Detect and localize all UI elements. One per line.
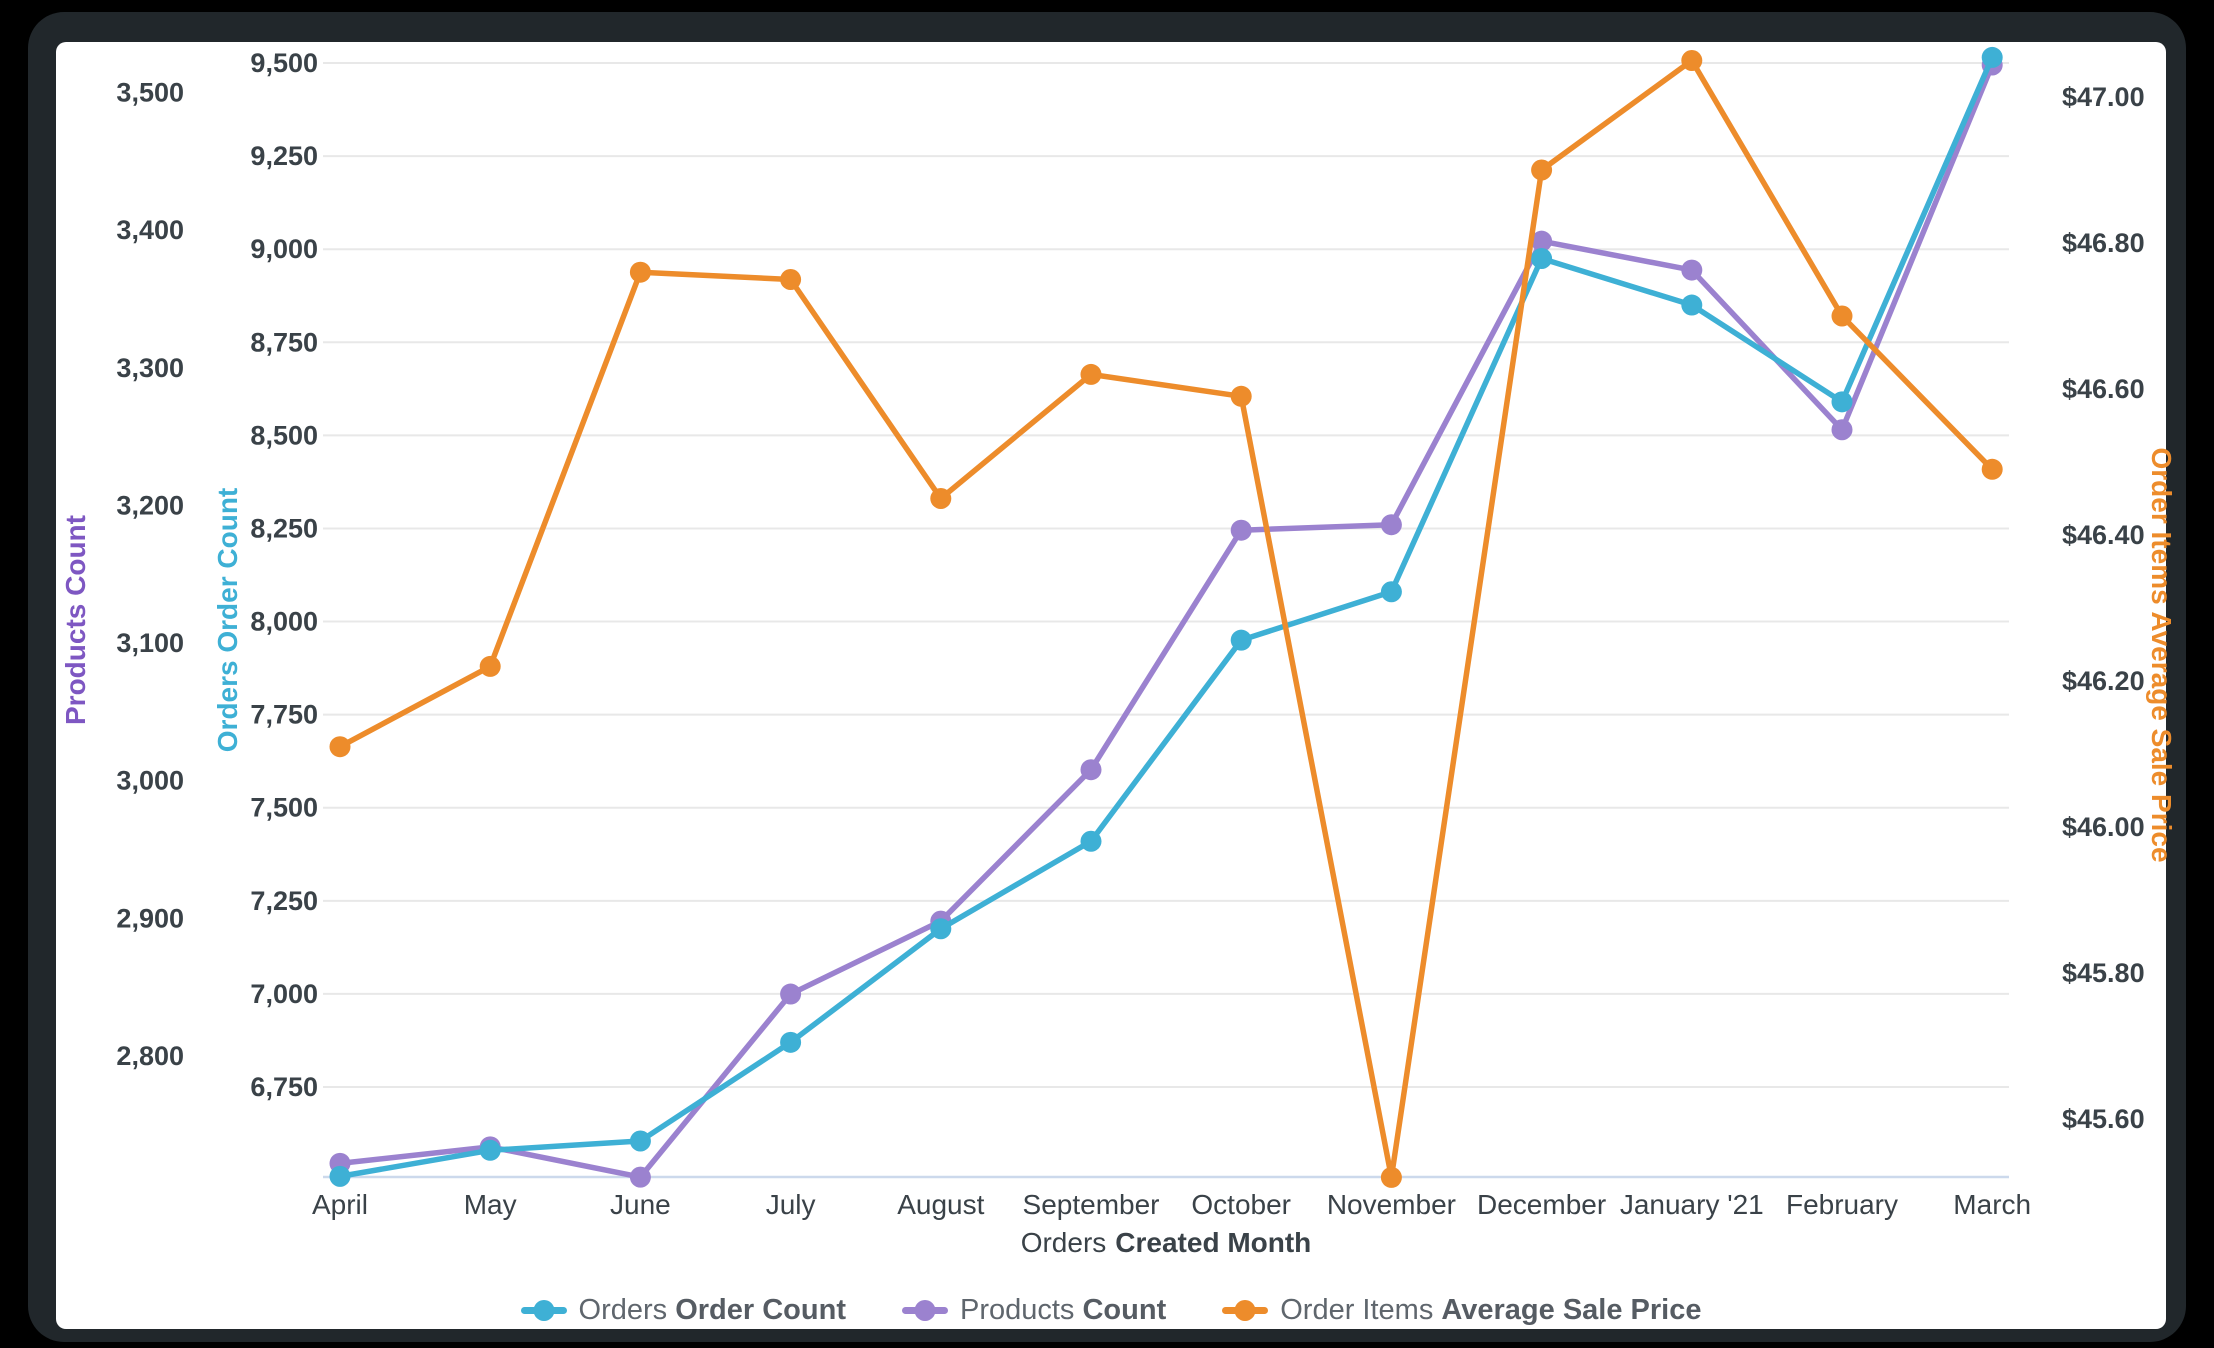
data-point-price-July[interactable] [780, 269, 802, 290]
data-point-orders-January '21[interactable] [1681, 294, 1703, 316]
data-point-orders-July[interactable] [780, 1031, 802, 1053]
data-point-products-January '21[interactable] [1681, 259, 1703, 281]
y-tick-label: 3,100 [116, 628, 184, 658]
y-tick-label: 8,750 [250, 327, 318, 357]
data-point-price-October[interactable] [1230, 385, 1252, 407]
data-point-price-January '21[interactable] [1681, 50, 1703, 71]
x-axis-labels: April May June July August September October No… [312, 1189, 2031, 1220]
x-axis-label: November [1327, 1189, 1456, 1220]
y-tick-label: 9,250 [250, 141, 318, 171]
data-point-orders-March[interactable] [1981, 46, 2003, 68]
x-axis-label: December [1477, 1189, 1606, 1220]
legend-item-orders-order-count[interactable]: Orders Order Count [520, 1293, 846, 1327]
y-tick-label: 7,250 [250, 886, 318, 916]
legend-label: Products Count [959, 1293, 1167, 1326]
data-point-price-November[interactable] [1380, 1166, 1402, 1188]
data-point-price-August[interactable] [930, 488, 952, 509]
legend-item-products-count[interactable]: Products Count [901, 1293, 1167, 1327]
x-axis-label: April [312, 1189, 368, 1220]
data-point-orders-September[interactable] [1080, 830, 1102, 852]
y-tick-label: 2,800 [116, 1041, 184, 1071]
x-axis-label: February [1786, 1189, 1898, 1220]
data-point-price-May[interactable] [479, 655, 501, 677]
y-tick-label: 2,900 [116, 903, 184, 933]
data-point-products-October[interactable] [1230, 519, 1252, 541]
data-point-products-September[interactable] [1080, 759, 1102, 781]
series-line-orders[interactable] [337, 54, 1995, 1180]
x-axis-label: August [897, 1189, 984, 1220]
y-tick-label: $45.80 [2062, 958, 2145, 988]
x-axis-label: May [464, 1189, 517, 1220]
data-point-products-November[interactable] [1380, 514, 1402, 536]
data-point-price-September[interactable] [1080, 363, 1102, 385]
series-orders [329, 46, 2003, 1187]
y-gridlines [323, 62, 2009, 1088]
y-axis-ticks-products: 2,800 2,900 3,000 3,100 3,200 3,300 3,400 3,500 [116, 78, 184, 1071]
x-axis-label: June [610, 1189, 671, 1220]
x-axis-label: September [1023, 1189, 1160, 1220]
x-axis-title: Orders Created Month [1021, 1227, 1312, 1258]
legend-marker-icon [520, 1299, 567, 1321]
y-axis-ticks-orders: 6,750 7,000 7,250 7,500 7,750 8,000 8,250 8,500… [250, 48, 318, 1102]
data-point-price-June[interactable] [629, 261, 651, 283]
y-tick-label: 9,500 [250, 48, 318, 78]
data-point-orders-December[interactable] [1531, 247, 1553, 269]
y-axis-title-price: Order Items Average Sale Price [2146, 447, 2177, 862]
y-tick-label: $45.60 [2062, 1104, 2145, 1134]
chart-card [56, 42, 2166, 1329]
y-tick-label: $47.00 [2062, 82, 2145, 112]
y-tick-label: $46.40 [2062, 520, 2145, 550]
series-price [329, 50, 2003, 1188]
y-tick-label: $46.00 [2062, 812, 2145, 842]
y-axis-title-products: Products Count [60, 515, 91, 725]
x-axis-label: July [766, 1189, 816, 1220]
data-point-products-July[interactable] [780, 983, 802, 1005]
legend-marker-icon [901, 1299, 948, 1321]
y-tick-label: 8,000 [250, 607, 318, 637]
y-tick-label: $46.80 [2062, 228, 2145, 258]
data-point-orders-May[interactable] [479, 1139, 501, 1161]
series-line-products[interactable] [337, 62, 1995, 1180]
x-axis-label: March [1953, 1189, 2031, 1220]
data-point-price-March[interactable] [1981, 458, 2003, 480]
data-point-orders-February[interactable] [1831, 391, 1853, 413]
y-tick-label: 8,250 [250, 513, 318, 543]
legend-label: Orders Order Count [578, 1293, 846, 1326]
data-point-orders-August[interactable] [930, 918, 952, 940]
x-axis-label: January '21 [1620, 1189, 1764, 1220]
legend-label: Order Items Average Sale Price [1280, 1293, 1702, 1326]
y-axis-title-orders: Orders Order Count [212, 488, 243, 752]
y-tick-label: $46.60 [2062, 374, 2145, 404]
data-point-price-December[interactable] [1531, 159, 1553, 181]
y-tick-label: 8,500 [250, 420, 318, 450]
series-line-price[interactable] [337, 57, 1995, 1181]
y-tick-label: 9,000 [250, 234, 318, 264]
y-tick-label: 3,200 [116, 490, 184, 520]
data-point-products-December[interactable] [1531, 230, 1553, 252]
chart-legend: Orders Order Count Products Count Order It… [56, 1288, 2166, 1332]
y-tick-label: 7,000 [250, 979, 318, 1009]
y-tick-label: 7,500 [250, 793, 318, 823]
y-axis-ticks-price: $45.60 $45.80 $46.00 $46.20 $46.40 $46.60 $46.… [2062, 82, 2145, 1134]
data-point-products-February[interactable] [1831, 419, 1853, 441]
y-tick-label: 7,750 [250, 700, 318, 730]
y-tick-label: 3,500 [116, 78, 184, 108]
data-point-price-April[interactable] [329, 736, 351, 758]
y-tick-label: 3,400 [116, 215, 184, 245]
data-point-orders-October[interactable] [1230, 629, 1252, 651]
legend-item-order-items-average-sale-price[interactable]: Order Items Average Sale Price [1222, 1294, 1701, 1327]
data-point-orders-November[interactable] [1380, 581, 1402, 603]
y-tick-label: 6,750 [250, 1072, 318, 1102]
data-point-products-June[interactable] [629, 1166, 651, 1188]
data-point-orders-April[interactable] [329, 1165, 351, 1187]
y-tick-label: 3,000 [116, 766, 184, 796]
legend-marker-icon [1222, 1299, 1269, 1321]
y-tick-label: $46.20 [2062, 666, 2145, 696]
data-point-orders-June[interactable] [629, 1130, 651, 1152]
data-point-price-February[interactable] [1831, 305, 1853, 327]
y-tick-label: 3,300 [116, 353, 184, 383]
x-axis-label: October [1191, 1189, 1291, 1220]
